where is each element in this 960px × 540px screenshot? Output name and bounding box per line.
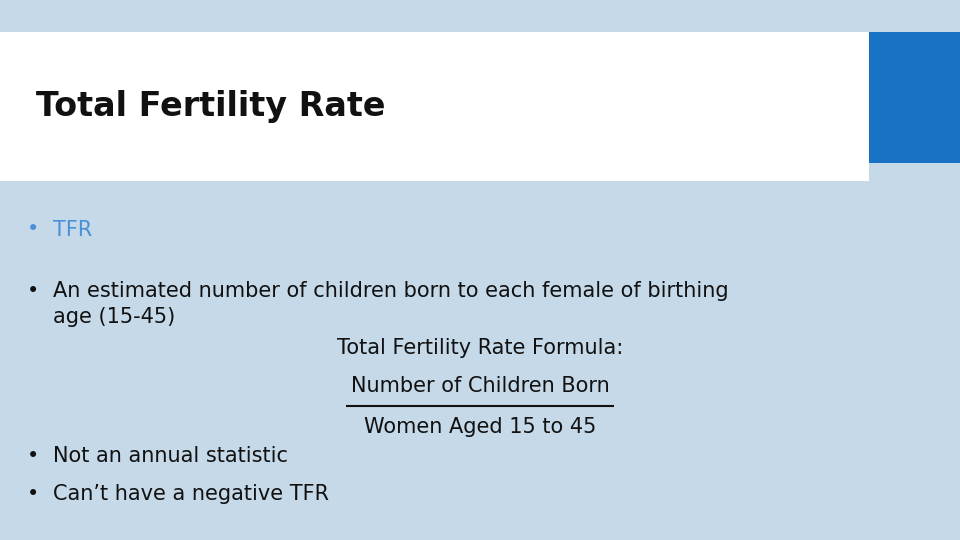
Bar bbox=[869, 32, 960, 163]
Text: Number of Children Born: Number of Children Born bbox=[350, 376, 610, 396]
Text: TFR: TFR bbox=[53, 219, 92, 240]
Text: Can’t have a negative TFR: Can’t have a negative TFR bbox=[53, 484, 328, 504]
Text: An estimated number of children born to each female of birthing
age (15-45): An estimated number of children born to … bbox=[53, 281, 729, 327]
Text: •: • bbox=[27, 281, 39, 301]
Text: Total Fertility Rate Formula:: Total Fertility Rate Formula: bbox=[337, 338, 623, 359]
Text: Total Fertility Rate: Total Fertility Rate bbox=[36, 90, 386, 123]
Text: •: • bbox=[27, 484, 39, 504]
Bar bbox=[0, 32, 869, 181]
Text: Not an annual statistic: Not an annual statistic bbox=[53, 446, 288, 467]
Text: •: • bbox=[27, 219, 39, 240]
Text: Women Aged 15 to 45: Women Aged 15 to 45 bbox=[364, 416, 596, 437]
Text: •: • bbox=[27, 446, 39, 467]
